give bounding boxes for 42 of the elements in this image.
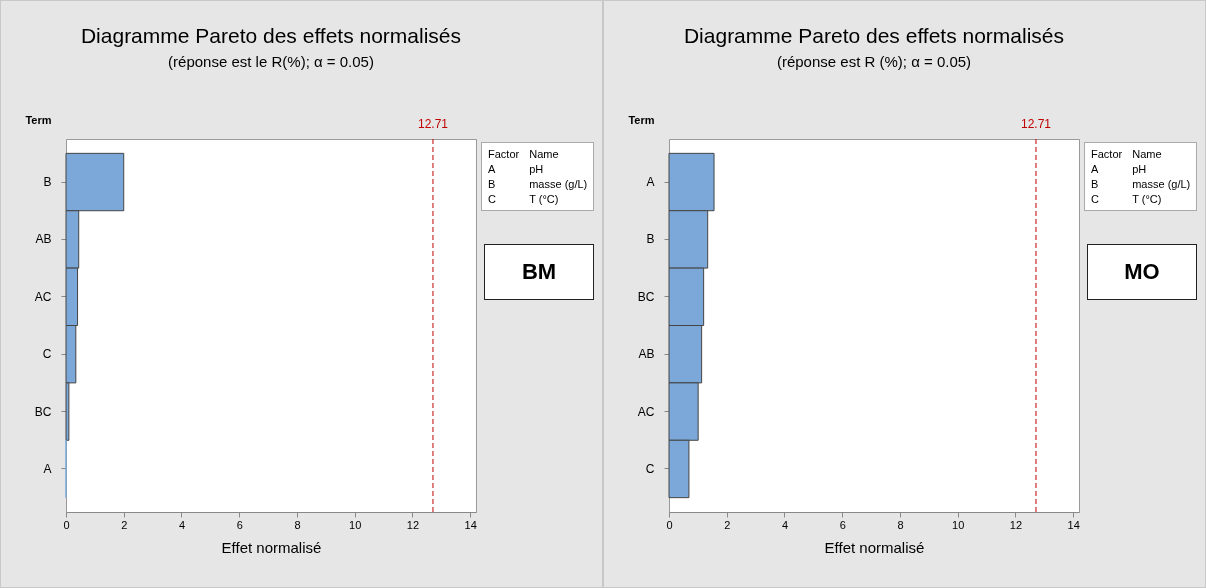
x-tick-label: 10	[349, 518, 362, 531]
x-tick-label: 12	[406, 518, 420, 531]
x-tick-label: 6	[839, 518, 846, 531]
x-axis-title: Effet normalisé	[221, 538, 322, 556]
y-tick-label: C	[645, 461, 655, 476]
chart-title: Diagramme Pareto des effets normalisés	[80, 24, 462, 47]
factor-table: Factor Name A pH B masse (g/L) C T (°C)	[481, 142, 595, 211]
chart-subtitle: (réponse est le R(%); α = 0.05)	[168, 53, 374, 70]
x-tick-label: 14	[1067, 518, 1080, 531]
x-tick-label: 6	[236, 518, 243, 531]
ref-line-label: 12.71	[1020, 117, 1052, 131]
x-tick-label: 0	[63, 518, 70, 531]
x-tick-label: 0	[666, 518, 673, 531]
chart-title: Diagramme Pareto des effets normalisés	[683, 24, 1065, 47]
x-tick-label: 10	[952, 518, 965, 531]
y-tick-label: AB	[35, 232, 52, 247]
x-tick-label: 14	[464, 518, 477, 531]
x-tick-label: 4	[781, 518, 789, 531]
y-tick-label: A	[646, 175, 655, 190]
x-tick-label: 8	[897, 518, 904, 531]
y-axis-title: Term	[25, 113, 52, 126]
ref-line-label: 12.71	[417, 117, 449, 131]
x-tick-label: 4	[178, 518, 186, 531]
x-tick-label: 12	[1009, 518, 1023, 531]
y-tick-label: AB	[638, 347, 655, 362]
label-box: BM	[484, 244, 594, 300]
x-axis-title: Effet normalisé	[824, 538, 925, 556]
y-axis-title: Term	[628, 113, 655, 126]
label-box: MO	[1087, 244, 1197, 300]
y-tick-label: BC	[34, 404, 52, 419]
y-tick-label: AC	[637, 404, 655, 419]
x-tick-label: 8	[294, 518, 301, 531]
y-tick-label: B	[646, 232, 655, 247]
y-tick-label: BC	[637, 289, 655, 304]
factor-table: Factor Name A pH B masse (g/L) C T (°C)	[1084, 142, 1198, 211]
chart-subtitle: (réponse est R (%); α = 0.05)	[776, 53, 972, 70]
y-tick-label: B	[43, 175, 52, 190]
x-tick-label: 2	[724, 518, 731, 531]
x-tick-label: 2	[121, 518, 128, 531]
y-tick-label: AC	[34, 289, 52, 304]
y-tick-label: C	[42, 347, 52, 362]
y-tick-label: A	[43, 461, 52, 476]
